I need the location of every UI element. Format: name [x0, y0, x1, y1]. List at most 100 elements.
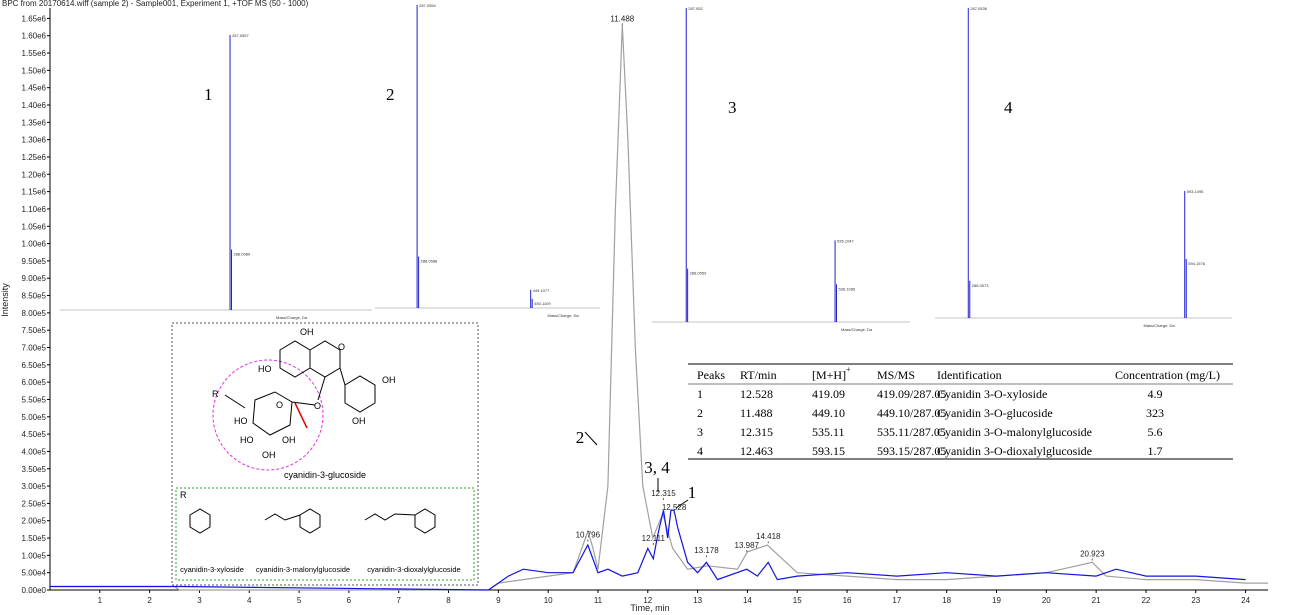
- trace: [50, 25, 1268, 591]
- table-header: RT/min: [740, 368, 777, 382]
- y-tick-label: 1.40e6: [22, 101, 47, 110]
- r-arrow: [224, 394, 246, 409]
- x-tick-label: 7: [396, 596, 401, 605]
- table-cell: 449.10: [812, 406, 845, 420]
- x-tick-label: 20: [1042, 596, 1051, 605]
- peak-label: 11.488: [610, 14, 634, 23]
- leader-line: [675, 499, 689, 509]
- peak-label: 12.111: [642, 534, 666, 543]
- y-tick-label: 2.50e5: [22, 499, 47, 508]
- spectrum-peak-label: 287.0557: [232, 33, 249, 38]
- y-tick-label: 9.50e5: [22, 257, 47, 266]
- table-header-sup: +: [846, 365, 851, 374]
- y-tick-label: 6.50e5: [22, 361, 47, 370]
- atom-label: O: [276, 400, 283, 410]
- trace: [50, 509, 1246, 591]
- atom-label: O: [314, 401, 321, 411]
- x-tick-label: 10: [544, 596, 553, 605]
- y-tick-label: 1.15e6: [22, 188, 47, 197]
- table-cell: 419.09/287.05: [877, 387, 946, 401]
- y-tick-label: 3.50e5: [22, 465, 47, 474]
- y-tick-label: 1.00e6: [22, 240, 47, 249]
- spectrum-peak-label: 288.0573: [972, 283, 989, 288]
- r-group-name: cyanidin-3-dioxalylglucoside: [367, 565, 460, 574]
- x-tick-label: 9: [496, 596, 501, 605]
- y-tick-label: 1.30e6: [22, 136, 47, 145]
- atom-label: O: [338, 342, 345, 352]
- table-cell: Cyanidin 3-O-xyloside: [937, 387, 1047, 401]
- table-cell: 12.315: [740, 425, 773, 439]
- y-tick-label: 1.10e6: [22, 205, 47, 214]
- sugar-ring: [252, 391, 293, 436]
- spectrum-number: 1: [204, 85, 213, 104]
- table-cell: 2: [697, 406, 703, 420]
- ring: [344, 375, 376, 413]
- spectrum-peak-label: 287.052: [688, 6, 703, 11]
- spectrum-x-label: Mass/Charge, Da: [548, 313, 580, 318]
- table-cell: Cyanidin 3-O-malonylglucoside: [937, 425, 1092, 439]
- x-tick-label: 16: [843, 596, 852, 605]
- ring: [279, 340, 311, 378]
- x-tick-label: 11: [594, 596, 603, 605]
- chart-title: BPC from 20170614.wiff (sample 2) - Samp…: [2, 0, 309, 8]
- ring: [414, 508, 436, 534]
- table-cell: 535.11/287.05: [877, 425, 946, 439]
- atom-label: OH: [282, 435, 296, 445]
- peak-number: 3, 4: [644, 458, 670, 477]
- y-tick-label: 1.45e6: [22, 84, 47, 93]
- table-cell: 593.15/287.05: [877, 444, 946, 458]
- table-cell: 535.11: [812, 425, 845, 439]
- table-cell: 11.488: [740, 406, 773, 420]
- x-tick-label: 24: [1241, 596, 1250, 605]
- table-cell: 12.463: [740, 444, 773, 458]
- chain: [364, 513, 416, 521]
- y-tick-label: 1.50e6: [22, 66, 47, 75]
- table-cell: 5.6: [1148, 425, 1163, 439]
- bond: [317, 376, 326, 401]
- y-tick-label: 1.35e6: [22, 118, 47, 127]
- table-cell: 449.10/287.05: [877, 406, 946, 420]
- r-group-name: cyanidin-3-xyloside: [180, 565, 244, 574]
- y-tick-label: 1.50e5: [22, 534, 47, 543]
- leader-line: [584, 431, 598, 446]
- table-header: Concentration (mg/L): [1115, 368, 1220, 382]
- spectrum-peak-label: 288.0589: [233, 252, 250, 257]
- x-tick-label: 8: [446, 596, 451, 605]
- chain: [264, 513, 301, 521]
- cleavage-arrow: [294, 402, 308, 429]
- peak-label: 13.987: [735, 541, 760, 550]
- spectrum-peak-label: 594.1576: [1188, 261, 1205, 266]
- x-tick-label: 17: [892, 596, 901, 605]
- atom-label: HO: [240, 435, 254, 445]
- x-tick-label: 2: [147, 596, 152, 605]
- table-cell: 419.09: [812, 387, 845, 401]
- spectrum-peak-label: 288.0588: [421, 258, 438, 263]
- atom-label: HO: [234, 416, 248, 426]
- x-tick-label: 5: [297, 596, 302, 605]
- y-tick-label: 5.00e5: [22, 413, 47, 422]
- spectrum-x-label: Mass/Charge, Da: [276, 315, 308, 320]
- x-tick-label: 12: [643, 596, 652, 605]
- y-tick-label: 5.00e4: [22, 569, 47, 578]
- x-tick-label: 15: [793, 596, 802, 605]
- table-header: Identification: [937, 368, 1002, 382]
- x-axis-label: Time, min: [630, 603, 669, 613]
- spectrum-peak-label: 449.1077: [533, 288, 550, 293]
- peak-label: 12.315: [651, 489, 676, 498]
- table-header: Peaks: [697, 368, 725, 382]
- peak-label: 14.418: [756, 532, 781, 541]
- y-tick-label: 4.50e5: [22, 430, 47, 439]
- table-cell: 323: [1146, 406, 1164, 420]
- y-tick-label: 7.00e5: [22, 344, 47, 353]
- x-tick-label: 21: [1092, 596, 1101, 605]
- spectrum-peak-label: 287.0554: [419, 3, 436, 8]
- y-tick-label: 7.50e5: [22, 326, 47, 335]
- bond: [291, 401, 316, 406]
- x-tick-label: 23: [1191, 596, 1200, 605]
- structure-name: cyanidin-3-glucoside: [284, 470, 366, 480]
- highlight-circle: [212, 359, 324, 471]
- spectrum-peak-label: 593.1495: [1187, 189, 1204, 194]
